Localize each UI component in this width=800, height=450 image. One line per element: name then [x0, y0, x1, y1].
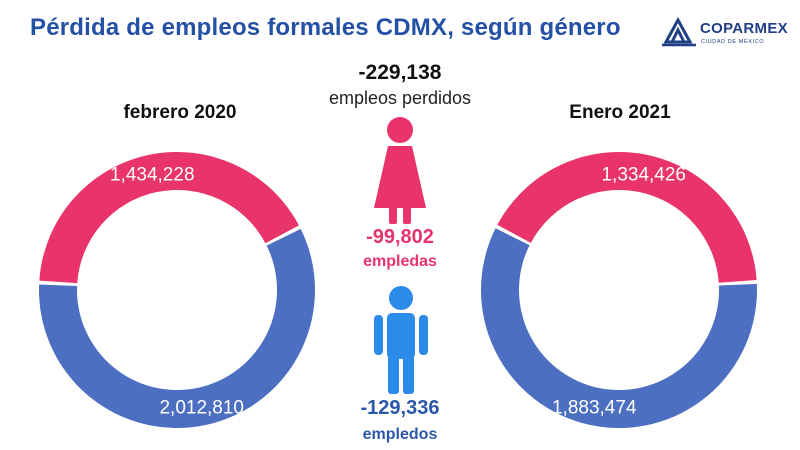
- men-lost-label: empledos: [362, 426, 438, 443]
- donut-right-label-women: 1,334,426: [601, 165, 686, 186]
- coparmex-logo: COPARMEX CIUDAD DE MÉXICO: [660, 12, 790, 52]
- donut-right-slice-women: [497, 151, 757, 283]
- donut-title-left: febrero 2020: [123, 102, 237, 123]
- donut-right-label-men: 1,883,474: [552, 397, 637, 418]
- donut-right-slice-men: [480, 228, 757, 429]
- donut-left-slice-men: [39, 228, 316, 428]
- women-lost-label: empledas: [363, 253, 437, 270]
- donut-left-slice-women: [39, 151, 299, 284]
- total-lost-label: empleos perdidos: [328, 88, 472, 108]
- logo-subtitle: CIUDAD DE MÉXICO: [701, 39, 765, 45]
- donut-title-right: Enero 2021: [569, 102, 671, 123]
- logo-brand: COPARMEX: [700, 20, 788, 37]
- coparmex-emblem-icon: [662, 16, 696, 47]
- donut-left-label-women: 1,434,228: [110, 165, 195, 186]
- women-lost-value: -99,802: [366, 226, 434, 248]
- man-icon: [374, 286, 428, 394]
- woman-icon: [374, 117, 426, 224]
- page-title: Pérdida de empleos formales CDMX, según …: [30, 14, 621, 41]
- total-lost-value: -229,138: [358, 61, 442, 84]
- men-lost-value: -129,336: [360, 397, 440, 419]
- donut-left-label-men: 2,012,810: [159, 397, 244, 418]
